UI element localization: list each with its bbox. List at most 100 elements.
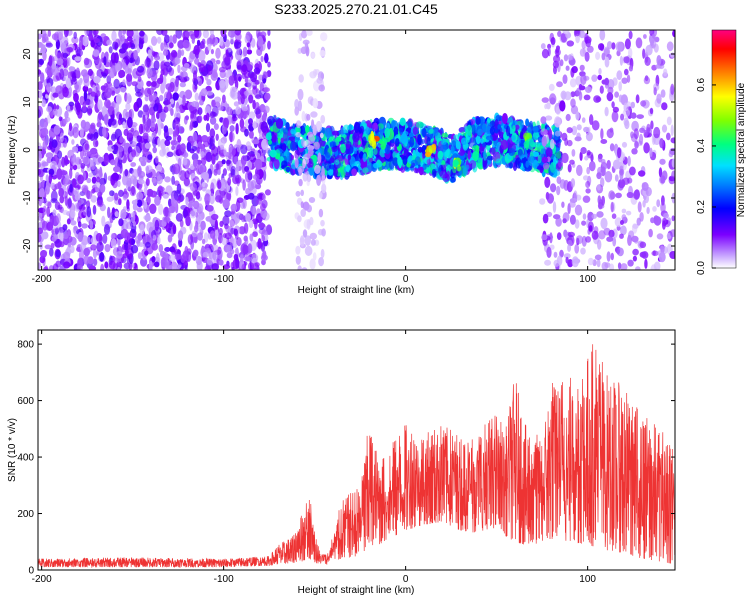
heatmap-cell [596,259,601,268]
heatmap-cell [80,162,86,169]
heatmap-cell [135,91,143,97]
heatmap-cell [260,55,264,63]
heatmap-cell [173,121,181,129]
heatmap-cell [609,127,614,133]
heatmap-cell [604,77,610,86]
heatmap-cell [163,61,171,67]
heatmap-cell [214,229,219,240]
heatmap-cell [191,36,195,44]
heatmap-cell [567,54,573,61]
heatmap-cell [236,144,241,153]
heatmap-cell [242,198,247,209]
heatmap-cell [72,178,77,188]
heatmap-cell [96,176,101,183]
heatmap-cell [626,191,634,199]
heatmap-cell [103,172,108,184]
heatmap-cell [175,213,183,222]
heatmap-cell [198,163,206,174]
heatmap-cell [151,242,158,251]
heatmap-cell [576,87,581,96]
heatmap-cell [547,43,552,50]
heatmap-cell [549,162,557,173]
heatmap-cell [333,168,339,177]
heatmap-cell [569,78,577,88]
heatmap-cell [93,94,98,102]
heatmap-cell [180,49,185,56]
heatmap-cell [328,136,336,142]
heatmap-cell [213,168,218,176]
heatmap-cell [117,266,121,270]
heatmap-cell [109,190,115,197]
heatmap-cell [596,172,602,180]
heatmap-cell [609,143,615,152]
heatmap-cell [113,78,120,89]
heatmap-cell [353,138,359,148]
heatmap-cell [557,30,562,37]
heatmap-cell [209,193,215,205]
heatmap-cell [78,205,86,211]
heatmap-cell [540,116,547,124]
heatmap-cell [167,127,173,135]
heatmap-cell [569,159,575,165]
heatmap-cell [290,128,295,135]
heatmap-cell [76,264,84,270]
heatmap-cell [197,232,203,241]
heatmap-cell [159,73,164,84]
heatmap-cell [249,233,254,242]
heatmap-cell [486,155,494,161]
heatmap-cell [661,102,668,111]
y-tick-label: -10 [22,190,33,205]
heatmap-cell [147,49,152,59]
heatmap-cell [90,244,97,251]
heatmap-cell [563,253,571,259]
heatmap-cell [191,210,196,217]
heatmap-cell [615,192,622,199]
heatmap-cell [400,133,408,144]
heatmap-cell [362,167,369,174]
heatmap-cell [56,213,61,224]
heatmap-cell [235,257,240,269]
heatmap-cell [50,242,55,249]
heatmap-cell [651,33,656,39]
heatmap-cell [302,39,310,45]
heatmap-cell [139,224,145,236]
heatmap-cell [604,56,610,68]
heatmap-cell [56,58,64,66]
heatmap-cell [428,129,435,134]
heatmap-cell [86,236,91,245]
heatmap-cell [222,168,227,176]
heatmap-cell [136,191,144,201]
heatmap-cell [169,52,175,61]
heatmap-cell [644,258,648,269]
heatmap-cell [596,211,604,218]
heatmap-cell [54,227,59,235]
heatmap-cell [243,155,248,163]
heatmap-cell [324,127,332,139]
heatmap-cell [68,122,73,132]
heatmap-cell [567,244,572,252]
heatmap-cell [540,148,545,160]
heatmap-cell [581,117,586,123]
heatmap-cell [575,111,580,121]
heatmap-cell [351,168,357,176]
heatmap-cell [91,157,97,162]
heatmap-cell [485,135,494,141]
heatmap-cell [130,211,136,224]
heatmap-cell [267,40,271,50]
heatmap-cell [40,197,44,204]
heatmap-xlabel: Height of straight line (km) [298,285,415,296]
heatmap-cell [217,105,224,111]
heatmap-cell [201,38,206,46]
heatmap-cell [154,219,160,231]
heatmap-cell [171,145,176,151]
heatmap-cell [618,94,623,103]
heatmap-cell [450,145,455,155]
heatmap-cell [142,145,147,157]
heatmap-cell [96,68,104,79]
heatmap-cell [256,199,263,205]
heatmap-cell [368,147,374,159]
heatmap-cell [156,175,163,185]
heatmap-cell [331,130,339,136]
heatmap-cell [227,177,232,186]
